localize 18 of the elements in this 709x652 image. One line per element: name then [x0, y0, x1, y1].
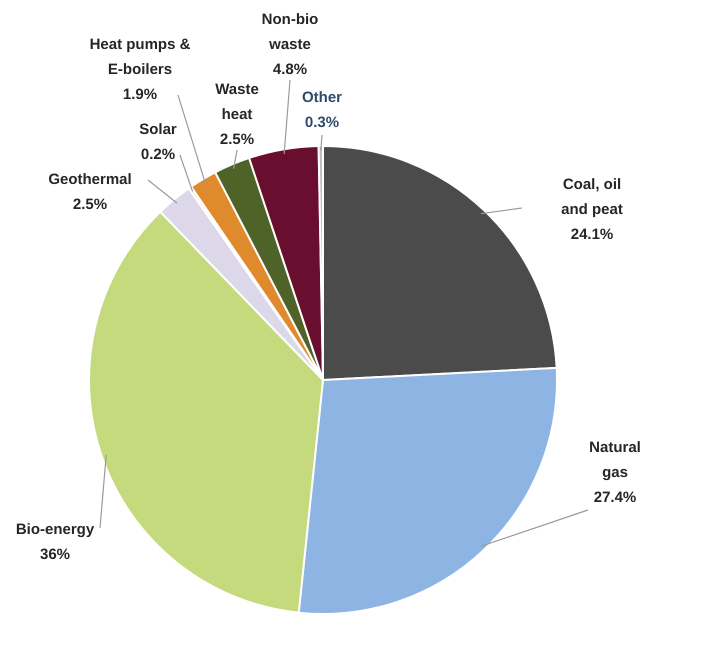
slice-label: Solar: [139, 121, 177, 138]
slice-label: Geothermal: [48, 171, 132, 188]
data-label: 27.4%: [594, 489, 636, 506]
slice-label: Other: [302, 89, 342, 106]
data-label: 2.5%: [220, 131, 254, 148]
data-label: 1.9%: [122, 86, 158, 104]
data-label: 36%: [40, 546, 70, 564]
data-label: 0.3%: [304, 114, 340, 132]
data-label: 0.2%: [140, 146, 176, 164]
slice-label: Non-bio waste: [262, 11, 318, 54]
slice-label: Bio-energy: [16, 521, 95, 538]
data-label: 4.8%: [272, 61, 308, 78]
slice-label: Waste heat: [215, 81, 259, 124]
data-label: 24.1%: [570, 226, 614, 244]
slice-label: Coal, oil and peat: [561, 176, 623, 218]
slice-label: Natural gas: [589, 439, 641, 482]
slice-label: Heat pumps & E-boilers: [90, 36, 191, 78]
data-label: 2.5%: [72, 196, 108, 214]
